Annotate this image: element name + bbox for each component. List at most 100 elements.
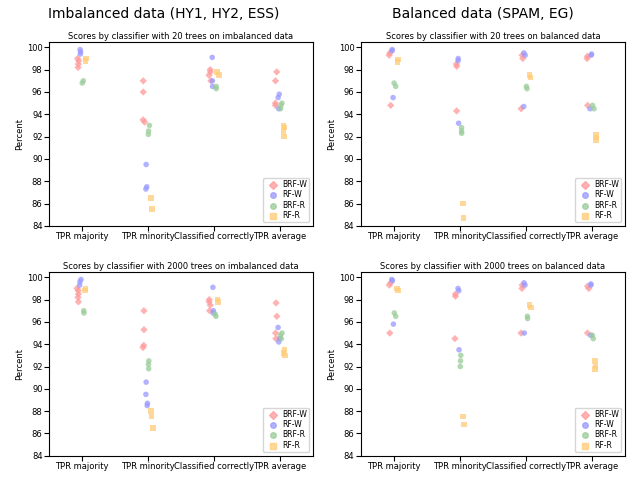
Point	[274, 105, 284, 113]
Point	[73, 294, 83, 301]
Text: Imbalanced data (HY1, HY2, ESS): Imbalanced data (HY1, HY2, ESS)	[47, 7, 279, 21]
Point	[525, 303, 536, 311]
Point	[76, 48, 86, 56]
Point	[138, 88, 148, 96]
Point	[148, 424, 158, 432]
Point	[384, 52, 394, 59]
Point	[142, 399, 152, 407]
Point	[81, 54, 92, 62]
Point	[73, 298, 83, 306]
Point	[270, 99, 280, 107]
Point	[79, 307, 89, 314]
Point	[388, 320, 399, 328]
Point	[73, 287, 83, 295]
Point	[78, 77, 88, 85]
Point	[520, 281, 530, 289]
Point	[206, 77, 216, 85]
Point	[392, 58, 403, 66]
Point	[585, 105, 595, 113]
Point	[451, 293, 461, 300]
Point	[450, 335, 460, 343]
Legend: BRF-W, RF-W, BRF-R, RF-R: BRF-W, RF-W, BRF-R, RF-R	[575, 178, 621, 222]
Point	[458, 214, 468, 222]
Point	[138, 116, 148, 124]
Point	[214, 71, 224, 79]
Point	[141, 160, 151, 168]
Point	[387, 277, 397, 284]
Point	[591, 134, 602, 141]
Point	[76, 276, 86, 283]
Point	[525, 73, 536, 81]
Point	[588, 335, 598, 343]
Point	[389, 309, 399, 317]
Point	[139, 326, 149, 333]
Point	[389, 79, 399, 87]
Point	[387, 276, 397, 283]
Point	[456, 124, 467, 132]
Text: Balanced data (SPAM, EG): Balanced data (SPAM, EG)	[392, 7, 574, 21]
Point	[273, 94, 284, 102]
Point	[392, 284, 403, 292]
Point	[141, 391, 151, 399]
Point	[591, 363, 601, 370]
Point	[80, 287, 90, 295]
Point	[519, 279, 529, 287]
Point	[139, 307, 149, 314]
Point	[387, 47, 397, 54]
Point	[518, 103, 529, 110]
Point	[81, 284, 91, 292]
Point	[270, 77, 280, 85]
Point	[205, 307, 215, 314]
Point	[588, 102, 598, 109]
Point	[459, 420, 469, 428]
Point	[142, 401, 152, 409]
Point	[143, 365, 154, 373]
Point	[213, 298, 223, 306]
Point	[456, 351, 466, 359]
Point	[591, 130, 602, 138]
Title: Scores by classifier with 2000 trees on balanced data: Scores by classifier with 2000 trees on …	[380, 262, 605, 271]
Point	[77, 79, 87, 87]
Point	[75, 46, 85, 53]
Point	[143, 127, 154, 135]
Point	[208, 309, 218, 317]
Point	[522, 314, 532, 322]
Point	[516, 329, 526, 337]
Point	[518, 54, 528, 62]
Point	[591, 136, 601, 144]
Y-axis label: Percent: Percent	[15, 118, 24, 150]
Point	[456, 129, 467, 137]
Point	[582, 282, 593, 290]
Point	[393, 287, 403, 295]
Point	[279, 124, 289, 132]
Point	[211, 85, 221, 92]
Point	[72, 54, 83, 62]
Point	[141, 378, 151, 386]
Point	[81, 57, 91, 65]
Point	[139, 342, 149, 349]
Point	[453, 57, 463, 65]
Point	[141, 183, 152, 191]
Point	[275, 335, 285, 343]
Point	[277, 99, 287, 107]
Point	[586, 331, 596, 339]
Point	[212, 68, 222, 76]
Point	[75, 278, 85, 286]
Point	[146, 407, 156, 415]
Point	[584, 284, 594, 292]
Point	[455, 363, 465, 370]
Point	[205, 301, 216, 309]
Point	[452, 62, 462, 70]
Point	[271, 68, 282, 76]
Point	[205, 68, 216, 76]
Point	[207, 53, 218, 61]
Point	[73, 290, 83, 298]
Point	[147, 413, 157, 420]
Point	[211, 83, 221, 90]
Point	[590, 365, 600, 373]
Point	[386, 102, 396, 109]
Point	[516, 105, 526, 113]
Point	[590, 357, 600, 365]
Point	[388, 94, 398, 102]
Point	[458, 200, 468, 208]
